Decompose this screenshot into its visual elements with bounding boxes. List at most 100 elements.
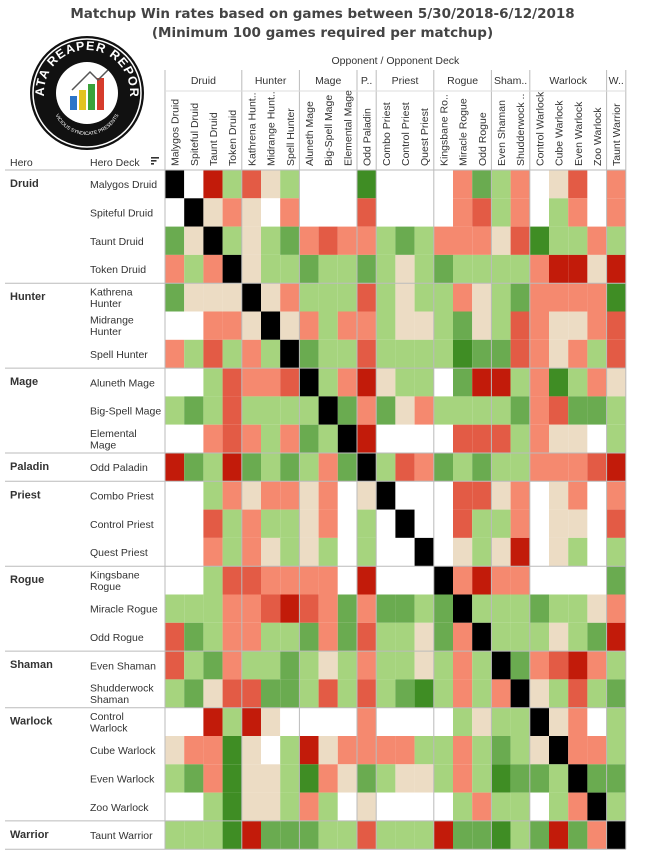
heatmap-cell [165,368,185,397]
heatmap-cell [549,651,569,680]
heatmap-cell [606,679,626,708]
row-deck-label: Spell Hunter [90,349,148,361]
heatmap-cell [241,594,261,623]
heatmap-cell [568,254,588,284]
heatmap-cell [529,820,549,850]
heatmap-cell [606,594,626,623]
heatmap-cell [261,170,281,199]
heatmap-cell [357,283,377,312]
heatmap-cell [184,764,204,793]
heatmap-cell [222,368,242,397]
heatmap-cell [222,453,242,482]
heatmap-cell [414,679,434,708]
heatmap-cell [318,707,338,736]
heatmap-cell [203,509,223,538]
heatmap-cell [472,566,492,595]
heatmap-cell [606,368,626,397]
heatmap-cell [491,566,511,595]
column-deck-label: Spiteful Druid [189,103,201,166]
heatmap-cell [549,283,569,312]
heatmap-cell [357,311,377,340]
heatmap-cell [241,283,261,312]
heatmap-cell [414,170,434,199]
heatmap-cell [549,453,569,482]
heatmap-cell [453,651,473,680]
heatmap-cell [299,622,319,652]
heatmap-cell [376,764,396,793]
heatmap-cell [433,339,453,369]
heatmap-cell [376,198,396,227]
heatmap-cell [529,226,549,255]
heatmap-cell [568,736,588,765]
heatmap-cell [510,509,530,538]
sort-icon [151,163,154,165]
heatmap-cell [241,368,261,397]
heatmap-cell [280,622,300,652]
heatmap-cell [510,226,530,255]
heatmap-cell [357,509,377,538]
heatmap-cell [472,651,492,680]
heatmap-cell [529,368,549,397]
heatmap-cell [184,537,204,567]
heatmap-cell [318,254,338,284]
column-deck-label: Odd Rogue [477,112,489,166]
column-deck-label: Midrange Hunt.. [266,91,278,166]
heatmap-cell [261,820,281,850]
heatmap-cell [395,339,415,369]
heatmap-cell [376,509,396,538]
heatmap-cell [453,453,473,482]
column-deck-label: Taunt Druid [208,112,220,166]
heatmap-cell [203,170,223,199]
heatmap-cell [318,622,338,652]
heatmap-cell [568,368,588,397]
heatmap-cell [510,707,530,736]
heatmap-cell [376,707,396,736]
heatmap-cell [472,254,492,284]
row-deck-label: Zoo Warlock [90,802,149,814]
column-deck-label: Zoo Warlock [592,107,604,166]
heatmap-cell [203,622,223,652]
heatmap-cell [587,198,607,227]
hero-group-label: Warrior [10,829,49,841]
column-deck-label: Odd Paladin [362,108,374,166]
heatmap-cell [280,453,300,482]
heatmap-cell [433,566,453,595]
heatmap-cell [510,566,530,595]
heatmap-cell [318,820,338,850]
heatmap-cell [376,481,396,510]
heatmap-cell [453,226,473,255]
heatmap-cell [184,481,204,510]
heatmap-cell [203,226,223,255]
heatmap-cell [395,424,415,453]
heatmap-cell [184,566,204,595]
heatmap-cell [184,339,204,369]
row-deck-label: Taunt Warrior [90,830,153,842]
heatmap-cell [472,198,492,227]
heatmap-cell [222,622,242,652]
heatmap-cell [568,170,588,199]
heatmap-cell [395,679,415,708]
heatmap-cell [222,820,242,850]
heatmap-cell [587,226,607,255]
heatmap-cell [184,509,204,538]
heatmap-cell [529,481,549,510]
heatmap-cell [357,226,377,255]
heatmap-cell [453,368,473,397]
heatmap-cell [165,311,185,340]
heatmap-cell [414,651,434,680]
heatmap-cell [529,537,549,567]
heatmap-cell [414,254,434,284]
heatmap-cell [376,368,396,397]
heatmap-cell [491,792,511,821]
heatmap-cell [337,396,357,425]
heatmap-cell [184,283,204,312]
column-group-label: Priest [392,75,419,87]
heatmap-cell [203,537,223,567]
heatmap-cell [165,254,185,284]
heatmap-cell [337,594,357,623]
heatmap-cell [529,170,549,199]
heatmap-cell [587,368,607,397]
heatmap-cell [529,707,549,736]
heatmap-cell [280,283,300,312]
